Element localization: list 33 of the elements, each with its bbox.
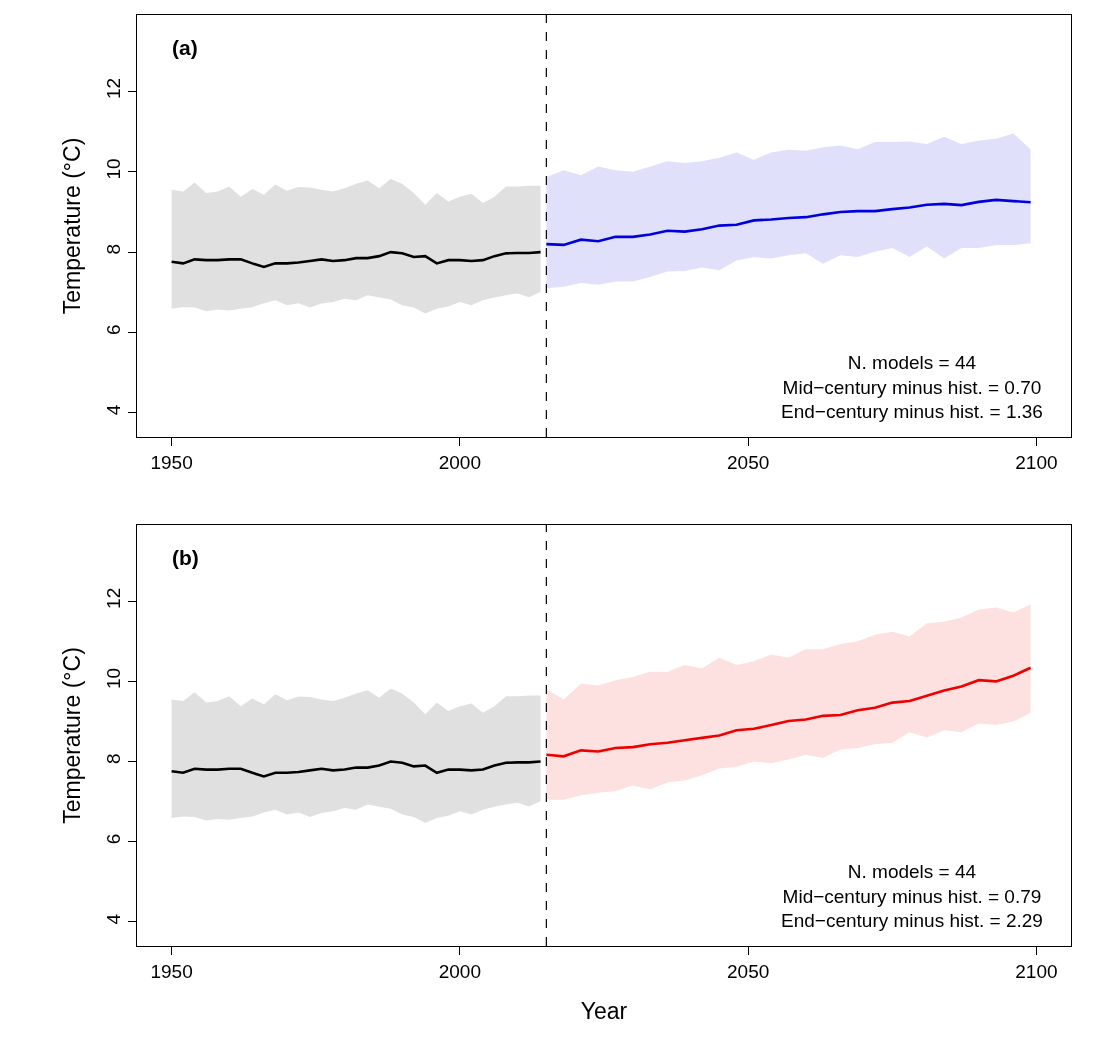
- annotation: End−century minus hist. = 2.29: [781, 910, 1043, 932]
- annotation: End−century minus hist. = 1.36: [781, 401, 1043, 423]
- line-series: [545, 198, 1032, 247]
- x-tick-label: 2000: [438, 960, 481, 982]
- y-tick-label: 10: [103, 158, 125, 180]
- y-tick-label: 8: [103, 753, 125, 764]
- annotation: Mid−century minus hist. = 0.79: [782, 885, 1042, 907]
- x-tick-label: 1950: [150, 960, 193, 982]
- y-tick-label: 8: [103, 243, 125, 255]
- line-series: [170, 250, 542, 269]
- y-tick-label: 6: [103, 324, 125, 335]
- y-tick-label: 4: [103, 404, 125, 416]
- text: (b): [172, 546, 199, 569]
- x-tick-label: 2000: [438, 451, 481, 473]
- y-tick-label: 12: [103, 587, 125, 609]
- y-axis-title: Temperature (°C): [58, 137, 85, 315]
- line-series: [170, 760, 542, 778]
- annotation: N. models = 44: [847, 352, 977, 373]
- x-axis-title: Year: [580, 998, 628, 1025]
- x-tick-label: 1950: [150, 451, 193, 473]
- annotation: N. models = 44: [847, 861, 977, 882]
- x-tick-label: 2050: [727, 960, 770, 982]
- x-tick-label: 2050: [727, 451, 770, 473]
- y-tick-label: 10: [103, 667, 125, 690]
- x-tick-label: 2100: [1015, 960, 1058, 982]
- y-tick-label: 6: [103, 833, 125, 845]
- text: (a): [172, 36, 198, 59]
- y-tick-label: 4: [103, 913, 125, 925]
- annotation: Mid−century minus hist. = 0.70: [782, 376, 1042, 398]
- y-tick-label: 12: [103, 77, 125, 100]
- y-axis-title: Temperature (°C): [58, 647, 85, 824]
- line-series: [545, 666, 1032, 758]
- x-tick-label: 2100: [1015, 451, 1058, 473]
